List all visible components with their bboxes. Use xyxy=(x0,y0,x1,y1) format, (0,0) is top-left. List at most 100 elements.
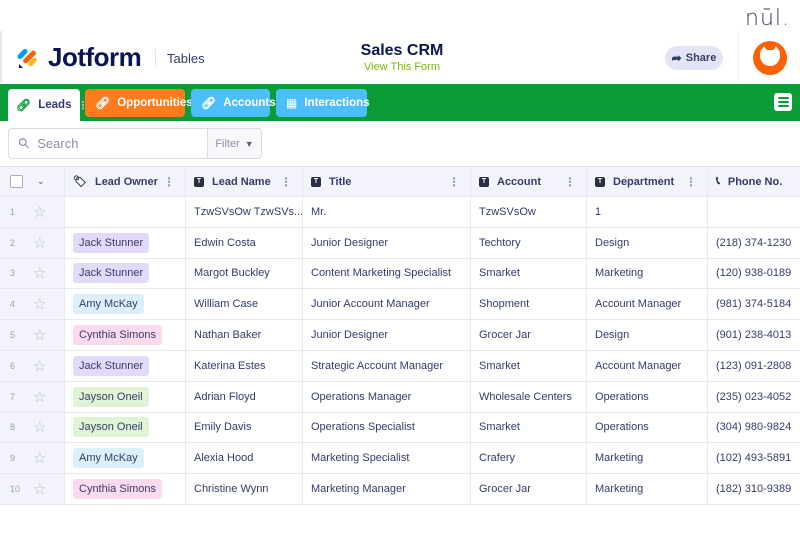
table-row[interactable]: 3 ☆ Jack Stunner Margot Buckley Content Mark… xyxy=(0,258,800,290)
lead-name-cell[interactable]: Christine Wynn xyxy=(186,474,303,504)
department-cell[interactable]: Marketing xyxy=(587,474,708,504)
lead-owner-cell[interactable]: Amy McKay xyxy=(65,443,186,474)
lead-name-cell[interactable]: Margot Buckley xyxy=(186,258,303,289)
phone-cell[interactable] xyxy=(708,197,800,227)
avatar[interactable] xyxy=(753,41,787,75)
phone-cell[interactable]: (182) 310-9389 xyxy=(716,483,792,496)
lead-owner-cell[interactable]: Cynthia Simons xyxy=(65,474,186,504)
jotform-logo[interactable]: Jotform xyxy=(16,42,142,73)
menu-button[interactable] xyxy=(774,93,792,111)
phone-cell[interactable]: (123) 091-2808 xyxy=(716,359,792,372)
phone-cell[interactable]: (102) 493-5891 xyxy=(716,452,792,465)
title-cell[interactable]: Junior Designer xyxy=(303,227,471,258)
tab-leads[interactable]: 🔗︎ Leads ⋮ xyxy=(8,89,88,121)
column-header-lead-owner[interactable]: 🏷︎ Lead Owner ⋮ xyxy=(65,167,186,196)
column-header-phone[interactable]: 📞︎ Phone No. xyxy=(708,167,800,196)
share-button[interactable]: ➦ Share xyxy=(665,46,723,70)
lead-name-cell[interactable]: Nathan Baker xyxy=(186,320,303,350)
lead-name-cell[interactable]: William Case xyxy=(186,289,303,320)
table-row[interactable]: 2 ☆ Jack Stunner Edwin Costa Junior Designer… xyxy=(0,227,800,259)
table-row[interactable]: 4 ☆ Amy McKay William Case Junior Account Ma… xyxy=(0,289,800,321)
table-row[interactable]: 9 ☆ Amy McKay Alexia Hood Marketing Speciali… xyxy=(0,443,800,475)
title-cell[interactable]: Junior Account Manager xyxy=(303,289,471,320)
column-menu-icon[interactable]: ⋮ xyxy=(564,174,576,189)
tab-interactions[interactable]: ▦ Interactions xyxy=(276,89,370,117)
lead-owner-cell[interactable]: Amy McKay xyxy=(65,289,186,320)
table-row[interactable]: 6 ☆ Jack Stunner Katerina Estes Strategic Ac… xyxy=(0,350,800,382)
account-cell[interactable]: Grocer Jar xyxy=(471,474,587,504)
account-cell[interactable]: Techtory xyxy=(471,227,587,258)
tab-options-icon[interactable]: ⋮ xyxy=(77,99,88,112)
star-icon[interactable]: ☆ xyxy=(33,265,47,283)
lead-owner-cell[interactable]: Jayson Oneil xyxy=(65,381,186,412)
star-icon[interactable]: ☆ xyxy=(33,357,47,375)
star-icon[interactable]: ☆ xyxy=(33,419,47,437)
department-cell[interactable]: Design xyxy=(587,227,708,258)
lead-owner-cell[interactable] xyxy=(65,197,186,227)
lead-owner-cell[interactable]: Jack Stunner xyxy=(65,227,186,258)
table-row[interactable]: 1 ☆ TzwSVsOw TzwSVs... Mr. TzwSVsOw 1 xyxy=(0,197,800,228)
title-cell[interactable]: Strategic Account Manager xyxy=(303,350,471,381)
star-icon[interactable]: ☆ xyxy=(33,203,47,221)
star-icon[interactable]: ☆ xyxy=(33,327,47,345)
table-row[interactable]: 7 ☆ Jayson Oneil Adrian Floyd Operations Man… xyxy=(0,381,800,413)
title-cell[interactable]: Mr. xyxy=(303,197,471,227)
column-header-title[interactable]: T Title ⋮ xyxy=(303,167,471,196)
account-cell[interactable]: Grocer Jar xyxy=(471,320,587,350)
column-menu-icon[interactable]: ⋮ xyxy=(163,174,175,189)
phone-cell[interactable]: (304) 980-9824 xyxy=(716,421,792,434)
account-cell[interactable]: TzwSVsOw xyxy=(471,197,587,227)
department-cell[interactable]: Design xyxy=(587,320,708,350)
title-cell[interactable]: Operations Specialist xyxy=(303,412,471,443)
phone-cell[interactable]: (218) 374-1230 xyxy=(716,236,792,249)
table-row[interactable]: 8 ☆ Jayson Oneil Emily Davis Operations Spec… xyxy=(0,412,800,444)
department-cell[interactable]: Marketing xyxy=(587,443,708,474)
phone-cell[interactable]: (235) 023-4052 xyxy=(716,390,792,403)
title-cell[interactable]: Content Marketing Specialist xyxy=(303,258,471,289)
lead-name-cell[interactable]: TzwSVsOw TzwSVs... xyxy=(186,197,303,227)
lead-owner-cell[interactable]: Jayson Oneil xyxy=(65,412,186,443)
column-menu-icon[interactable]: ⋮ xyxy=(280,174,292,189)
account-cell[interactable]: Shopment xyxy=(471,289,587,320)
lead-name-cell[interactable]: Emily Davis xyxy=(186,412,303,443)
table-row[interactable]: 10 ☆ Cynthia Simons Christine Wynn Marketing… xyxy=(0,474,800,505)
lead-name-cell[interactable]: Edwin Costa xyxy=(186,227,303,258)
title-cell[interactable]: Operations Manager xyxy=(303,381,471,412)
column-menu-icon[interactable]: ⋮ xyxy=(685,174,697,189)
search-input[interactable] xyxy=(37,136,188,151)
department-cell[interactable]: Operations xyxy=(587,412,708,443)
tab-accounts[interactable]: 🔗︎ Accounts xyxy=(191,89,276,117)
lead-name-cell[interactable]: Alexia Hood xyxy=(186,443,303,474)
star-icon[interactable]: ☆ xyxy=(33,481,47,499)
account-cell[interactable]: Smarket xyxy=(471,412,587,443)
table-row[interactable]: 5 ☆ Cynthia Simons Nathan Baker Junior Desig… xyxy=(0,320,800,351)
view-form-link[interactable]: View This Form xyxy=(363,61,440,73)
lead-name-cell[interactable]: Katerina Estes xyxy=(186,350,303,381)
account-cell[interactable]: Smarket xyxy=(471,350,587,381)
column-menu-icon[interactable]: ⋮ xyxy=(448,174,460,189)
lead-owner-cell[interactable]: Jack Stunner xyxy=(65,350,186,381)
tab-opportunities[interactable]: 🔗︎ Opportunities xyxy=(85,89,193,117)
lead-owner-cell[interactable]: Jack Stunner xyxy=(65,258,186,289)
lead-owner-cell[interactable]: Cynthia Simons xyxy=(65,320,186,350)
phone-cell[interactable]: (981) 374-5184 xyxy=(716,298,792,311)
department-cell[interactable]: Account Manager xyxy=(587,350,708,381)
select-all-checkbox[interactable] xyxy=(10,175,23,188)
phone-cell[interactable]: (120) 938-0189 xyxy=(716,267,792,280)
star-icon[interactable]: ☆ xyxy=(33,388,47,406)
account-cell[interactable]: Smarket xyxy=(471,258,587,289)
column-header-account[interactable]: T Account ⋮ xyxy=(471,167,587,196)
phone-cell[interactable]: (901) 238-4013 xyxy=(716,329,792,342)
title-cell[interactable]: Marketing Manager xyxy=(303,474,471,504)
filter-button[interactable]: Filter ▼ xyxy=(207,128,262,159)
star-icon[interactable]: ☆ xyxy=(33,234,47,252)
chevron-down-icon[interactable]: ⌄ xyxy=(37,176,45,186)
department-cell[interactable]: Marketing xyxy=(587,258,708,289)
department-cell[interactable]: Operations xyxy=(587,381,708,412)
department-cell[interactable]: Account Manager xyxy=(587,289,708,320)
star-icon[interactable]: ☆ xyxy=(33,450,47,468)
star-icon[interactable]: ☆ xyxy=(33,296,47,314)
lead-name-cell[interactable]: Adrian Floyd xyxy=(186,381,303,412)
department-cell[interactable]: 1 xyxy=(587,197,708,227)
account-cell[interactable]: Crafery xyxy=(471,443,587,474)
